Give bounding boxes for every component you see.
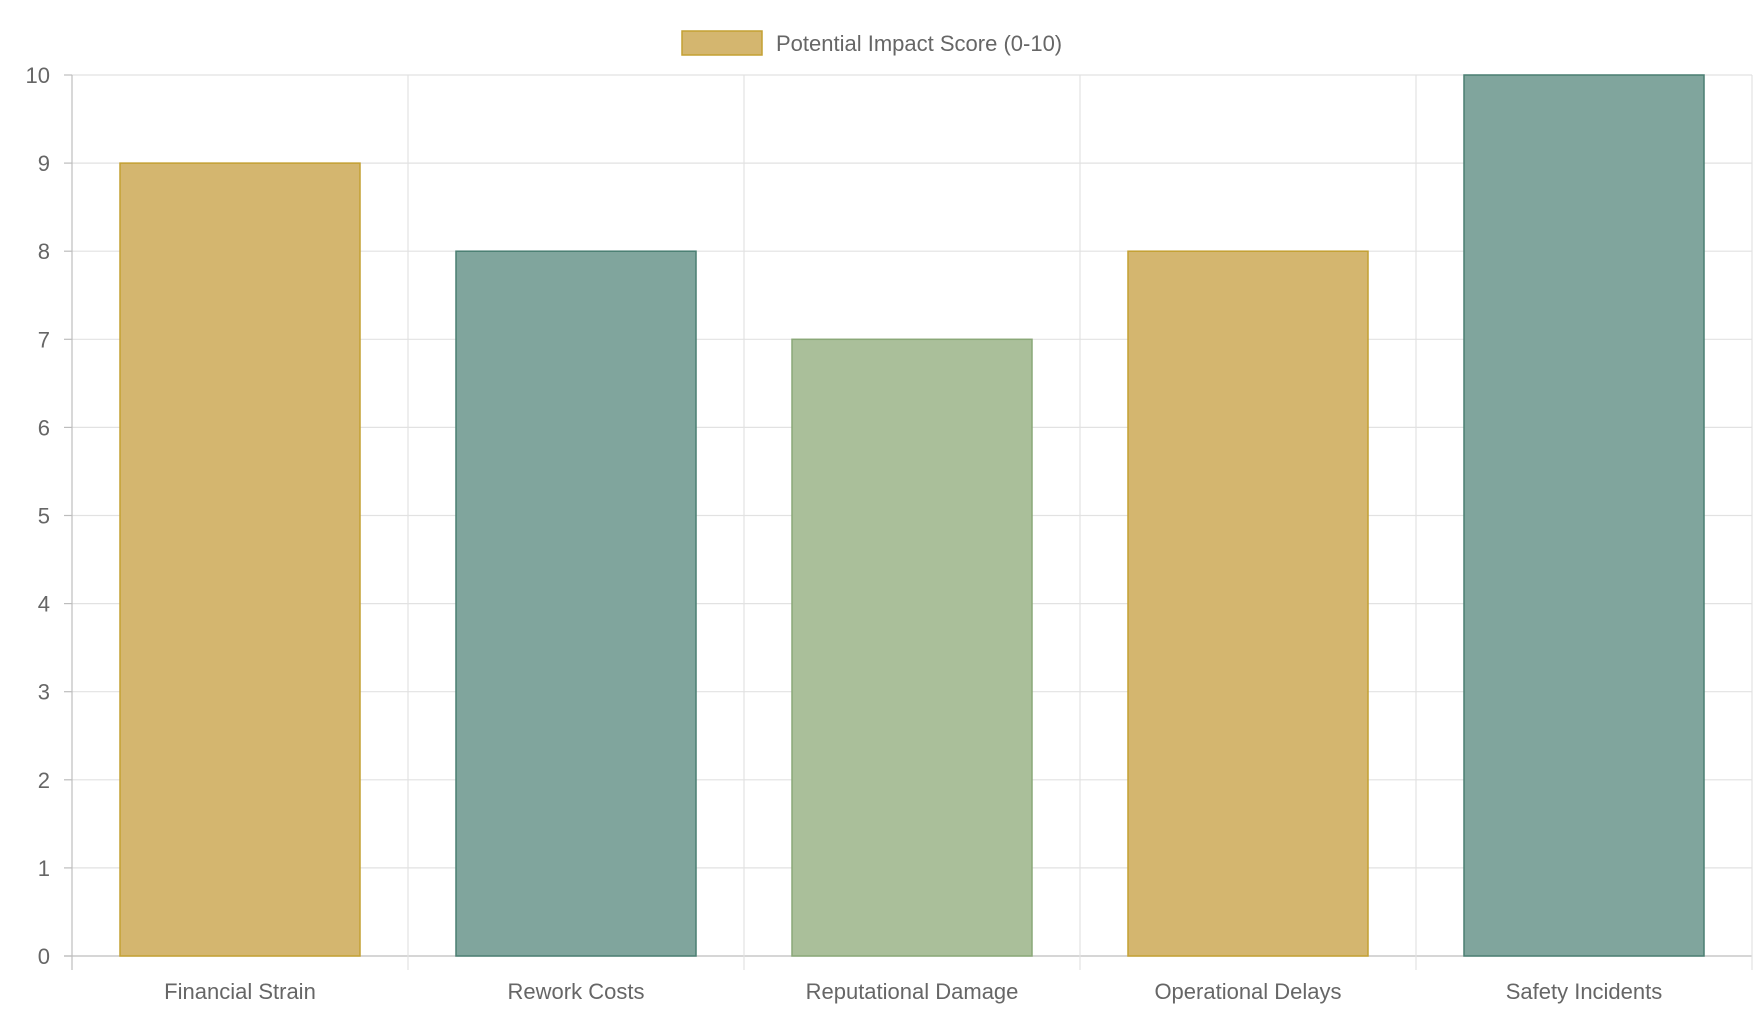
bars: [119, 74, 1705, 957]
y-tick-label-3: 3: [38, 680, 50, 705]
legend-label-impact-score: Potential Impact Score (0-10): [776, 31, 1062, 56]
bar-reputational-damage[interactable]: [791, 338, 1033, 957]
y-tick-label-7: 7: [38, 327, 50, 352]
x-tick-label-safety-incidents: Safety Incidents: [1506, 979, 1663, 1004]
y-tick-label-9: 9: [38, 151, 50, 176]
legend[interactable]: Potential Impact Score (0-10): [681, 30, 1062, 56]
bar-safety-incidents[interactable]: [1463, 74, 1705, 957]
x-tick-label-financial-strain: Financial Strain: [164, 979, 316, 1004]
y-tick-label-6: 6: [38, 415, 50, 440]
x-tick-label-operational-delays: Operational Delays: [1154, 979, 1341, 1004]
y-axis-tick-labels: 0 1 2 3 4 5 6 7 8 9 10: [26, 63, 50, 969]
x-tick-label-rework-costs: Rework Costs: [508, 979, 645, 1004]
bar-rework-costs[interactable]: [455, 250, 697, 957]
y-tick-label-8: 8: [38, 239, 50, 264]
bar-financial-strain[interactable]: [119, 162, 361, 957]
y-tick-label-5: 5: [38, 504, 50, 529]
y-tick-label-1: 1: [38, 856, 50, 881]
y-tick-label-4: 4: [38, 592, 50, 617]
y-tick-label-2: 2: [38, 768, 50, 793]
x-tick-label-reputational-damage: Reputational Damage: [806, 979, 1019, 1004]
bar-operational-delays[interactable]: [1127, 250, 1369, 957]
legend-swatch: [681, 30, 763, 56]
y-tick-label-10: 10: [26, 63, 50, 88]
x-axis-tick-labels: Financial Strain Rework Costs Reputational…: [164, 979, 1662, 1004]
y-tick-label-0: 0: [38, 944, 50, 969]
